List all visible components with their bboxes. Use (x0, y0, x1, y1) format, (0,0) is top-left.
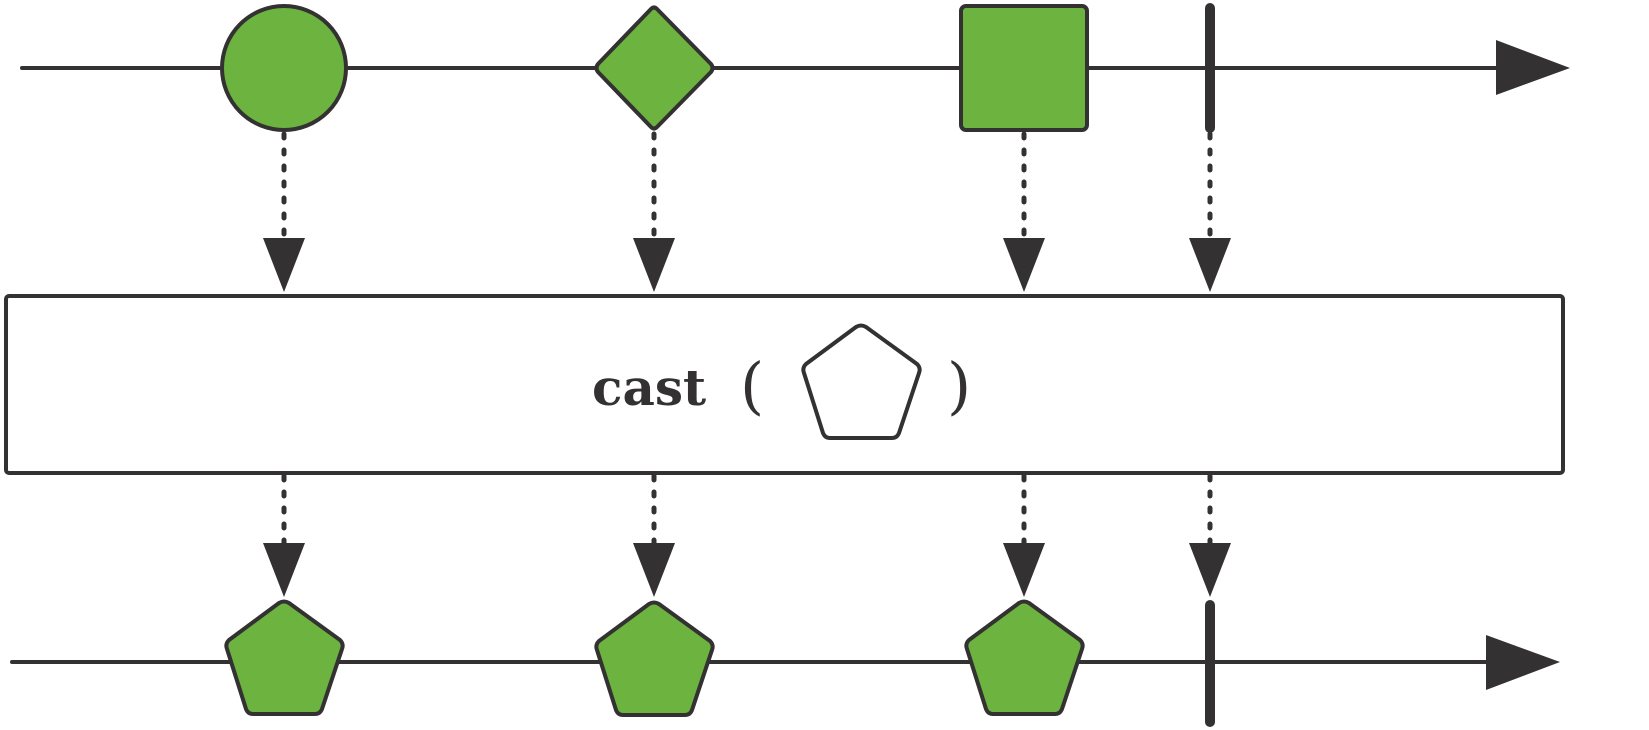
arrow-down-icon (1003, 238, 1045, 292)
input-to-operator-arrows (281, 131, 1213, 241)
operator-close-paren: ) (947, 349, 971, 422)
arrow-down-icon (263, 238, 305, 292)
operator-box-frame (4, 294, 1565, 475)
output-timeline (10, 599, 1560, 727)
output-item-pentagon (964, 599, 1085, 716)
arrow-down-icon (1189, 543, 1231, 597)
arrow-down-icon (633, 238, 675, 292)
arrow-down-icon (1189, 238, 1231, 292)
output-item-pentagon (594, 600, 715, 717)
arrow-down-icon (263, 543, 305, 597)
operator-name: cast (592, 358, 706, 417)
output-timeline-arrowhead (1486, 635, 1560, 690)
output-item-pentagon (224, 599, 345, 716)
operator-open-paren: ( (740, 349, 764, 422)
input-item-square (959, 4, 1089, 132)
arrow-down-icon (1003, 543, 1045, 597)
operator-to-output-arrows (281, 473, 1213, 546)
input-timeline (20, 3, 1570, 133)
input-timeline-arrowhead (1496, 40, 1570, 95)
pentagon-icon (801, 323, 922, 440)
arrow-down-icon (633, 543, 675, 597)
input-item-diamond (594, 5, 715, 131)
operator-box: cast ( ) (4, 294, 1565, 475)
input-item-circle (220, 4, 348, 132)
